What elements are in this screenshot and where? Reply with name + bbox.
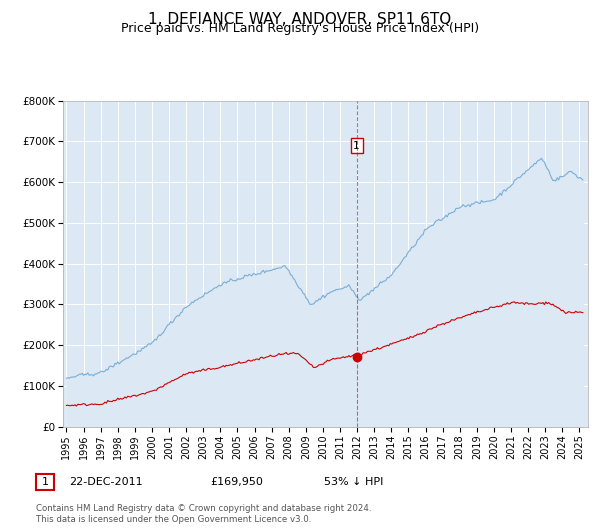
Text: £169,950: £169,950 <box>210 478 263 487</box>
Text: 1, DEFIANCE WAY, ANDOVER, SP11 6TQ: 1, DEFIANCE WAY, ANDOVER, SP11 6TQ <box>148 12 452 26</box>
Text: Contains HM Land Registry data © Crown copyright and database right 2024.: Contains HM Land Registry data © Crown c… <box>36 504 371 513</box>
Text: Price paid vs. HM Land Registry's House Price Index (HPI): Price paid vs. HM Land Registry's House … <box>121 22 479 36</box>
Text: This data is licensed under the Open Government Licence v3.0.: This data is licensed under the Open Gov… <box>36 515 311 524</box>
Text: 1: 1 <box>353 140 360 151</box>
Text: 53% ↓ HPI: 53% ↓ HPI <box>324 478 383 487</box>
Text: 22-DEC-2011: 22-DEC-2011 <box>69 478 143 487</box>
Text: 1: 1 <box>41 478 49 487</box>
